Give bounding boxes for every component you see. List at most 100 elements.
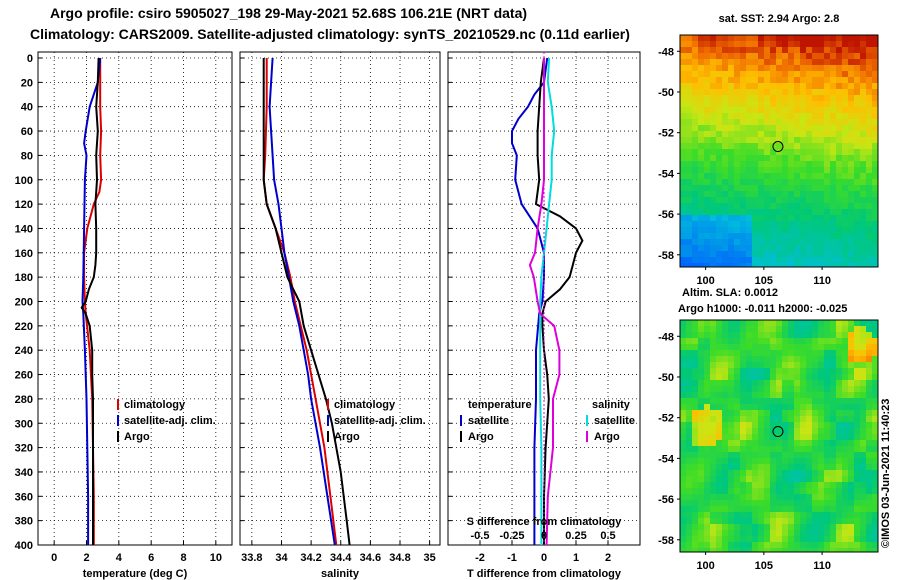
map-cell <box>800 542 807 549</box>
lon-tick-label: 105 <box>755 275 773 287</box>
map-cell <box>866 410 873 417</box>
map-cell <box>824 95 831 102</box>
x-tick-label: 1 <box>573 552 579 564</box>
map-cell <box>836 344 843 351</box>
map-cell <box>824 362 831 369</box>
map-cell <box>704 77 711 84</box>
map-cell <box>794 245 801 252</box>
map-cell <box>848 386 855 393</box>
map-cell <box>818 173 825 180</box>
map-cell <box>704 95 711 102</box>
map-cell <box>836 434 843 441</box>
map-cell <box>728 494 735 501</box>
map-cell <box>692 161 699 168</box>
map-cell <box>728 500 735 507</box>
map-cell <box>824 83 831 90</box>
map-cell <box>770 215 777 222</box>
map-cell <box>872 143 878 150</box>
map-cell <box>776 398 783 405</box>
map-cell <box>752 380 759 387</box>
map-cell <box>692 65 699 72</box>
map-cell <box>728 113 735 120</box>
map-cell <box>830 143 837 150</box>
map-cell <box>860 245 867 252</box>
map-cell <box>752 245 759 252</box>
map-cell <box>872 548 878 552</box>
map-cell <box>692 185 699 192</box>
map-cell <box>860 458 867 465</box>
map-cell <box>782 107 789 114</box>
y-tick-label: 380 <box>15 516 33 528</box>
map-cell <box>698 452 705 459</box>
salinity-axis-label: S difference from climatology <box>467 516 623 528</box>
map-cell <box>860 179 867 186</box>
map-cell <box>710 59 717 66</box>
map-cell <box>716 542 723 549</box>
map-cell <box>866 245 873 252</box>
map-cell <box>842 251 849 258</box>
map-cell <box>800 524 807 531</box>
series-difference-3 <box>528 58 561 546</box>
map-cell <box>860 113 867 120</box>
map-cell <box>854 59 861 66</box>
map-cell <box>866 542 873 549</box>
map-cell <box>854 149 861 156</box>
map-cell <box>758 344 765 351</box>
map-cell <box>860 476 867 483</box>
map-cell <box>764 398 771 405</box>
map-cell <box>836 185 843 192</box>
map-cell <box>722 446 729 453</box>
map-cell <box>770 416 777 423</box>
map-cell <box>848 119 855 126</box>
map-cell <box>686 215 693 222</box>
map-cell <box>722 452 729 459</box>
map-cell <box>824 35 831 42</box>
map-cell <box>704 476 711 483</box>
map-cell <box>872 221 878 228</box>
map-cell <box>812 137 819 144</box>
map-cell <box>842 386 849 393</box>
map-cell <box>830 440 837 447</box>
map-cell <box>782 47 789 54</box>
map-cell <box>806 197 813 204</box>
map-cell <box>686 245 693 252</box>
map-cell <box>854 524 861 531</box>
map-cell <box>764 245 771 252</box>
map-cell <box>824 167 831 174</box>
map-cell <box>758 440 765 447</box>
map-cell <box>698 101 705 108</box>
map-cell <box>800 512 807 519</box>
map-cell <box>854 434 861 441</box>
map-cell <box>710 398 717 405</box>
map-cell <box>824 221 831 228</box>
map-cell <box>692 500 699 507</box>
map-cell <box>830 77 837 84</box>
map-cell <box>746 398 753 405</box>
map-cell <box>872 161 878 168</box>
map-cell <box>710 221 717 228</box>
map-cell <box>704 392 711 399</box>
map-cell <box>698 221 705 228</box>
map-cell <box>746 494 753 501</box>
map-cell <box>722 494 729 501</box>
map-cell <box>854 404 861 411</box>
map-cell <box>824 149 831 156</box>
map-cell <box>872 95 878 102</box>
map-cell <box>752 542 759 549</box>
map-cell <box>740 326 747 333</box>
map-cell <box>746 131 753 138</box>
map-cell <box>836 320 843 327</box>
map-cell <box>782 356 789 363</box>
map-cell <box>854 77 861 84</box>
map-cell <box>692 452 699 459</box>
map-cell <box>728 422 735 429</box>
map-cell <box>686 143 693 150</box>
map-cell <box>722 125 729 132</box>
map-cell <box>872 197 878 204</box>
map-cell <box>836 257 843 264</box>
map-cell <box>824 500 831 507</box>
map-cell <box>716 149 723 156</box>
map-cell <box>812 203 819 210</box>
map-cell <box>716 470 723 477</box>
map-cell <box>728 125 735 132</box>
